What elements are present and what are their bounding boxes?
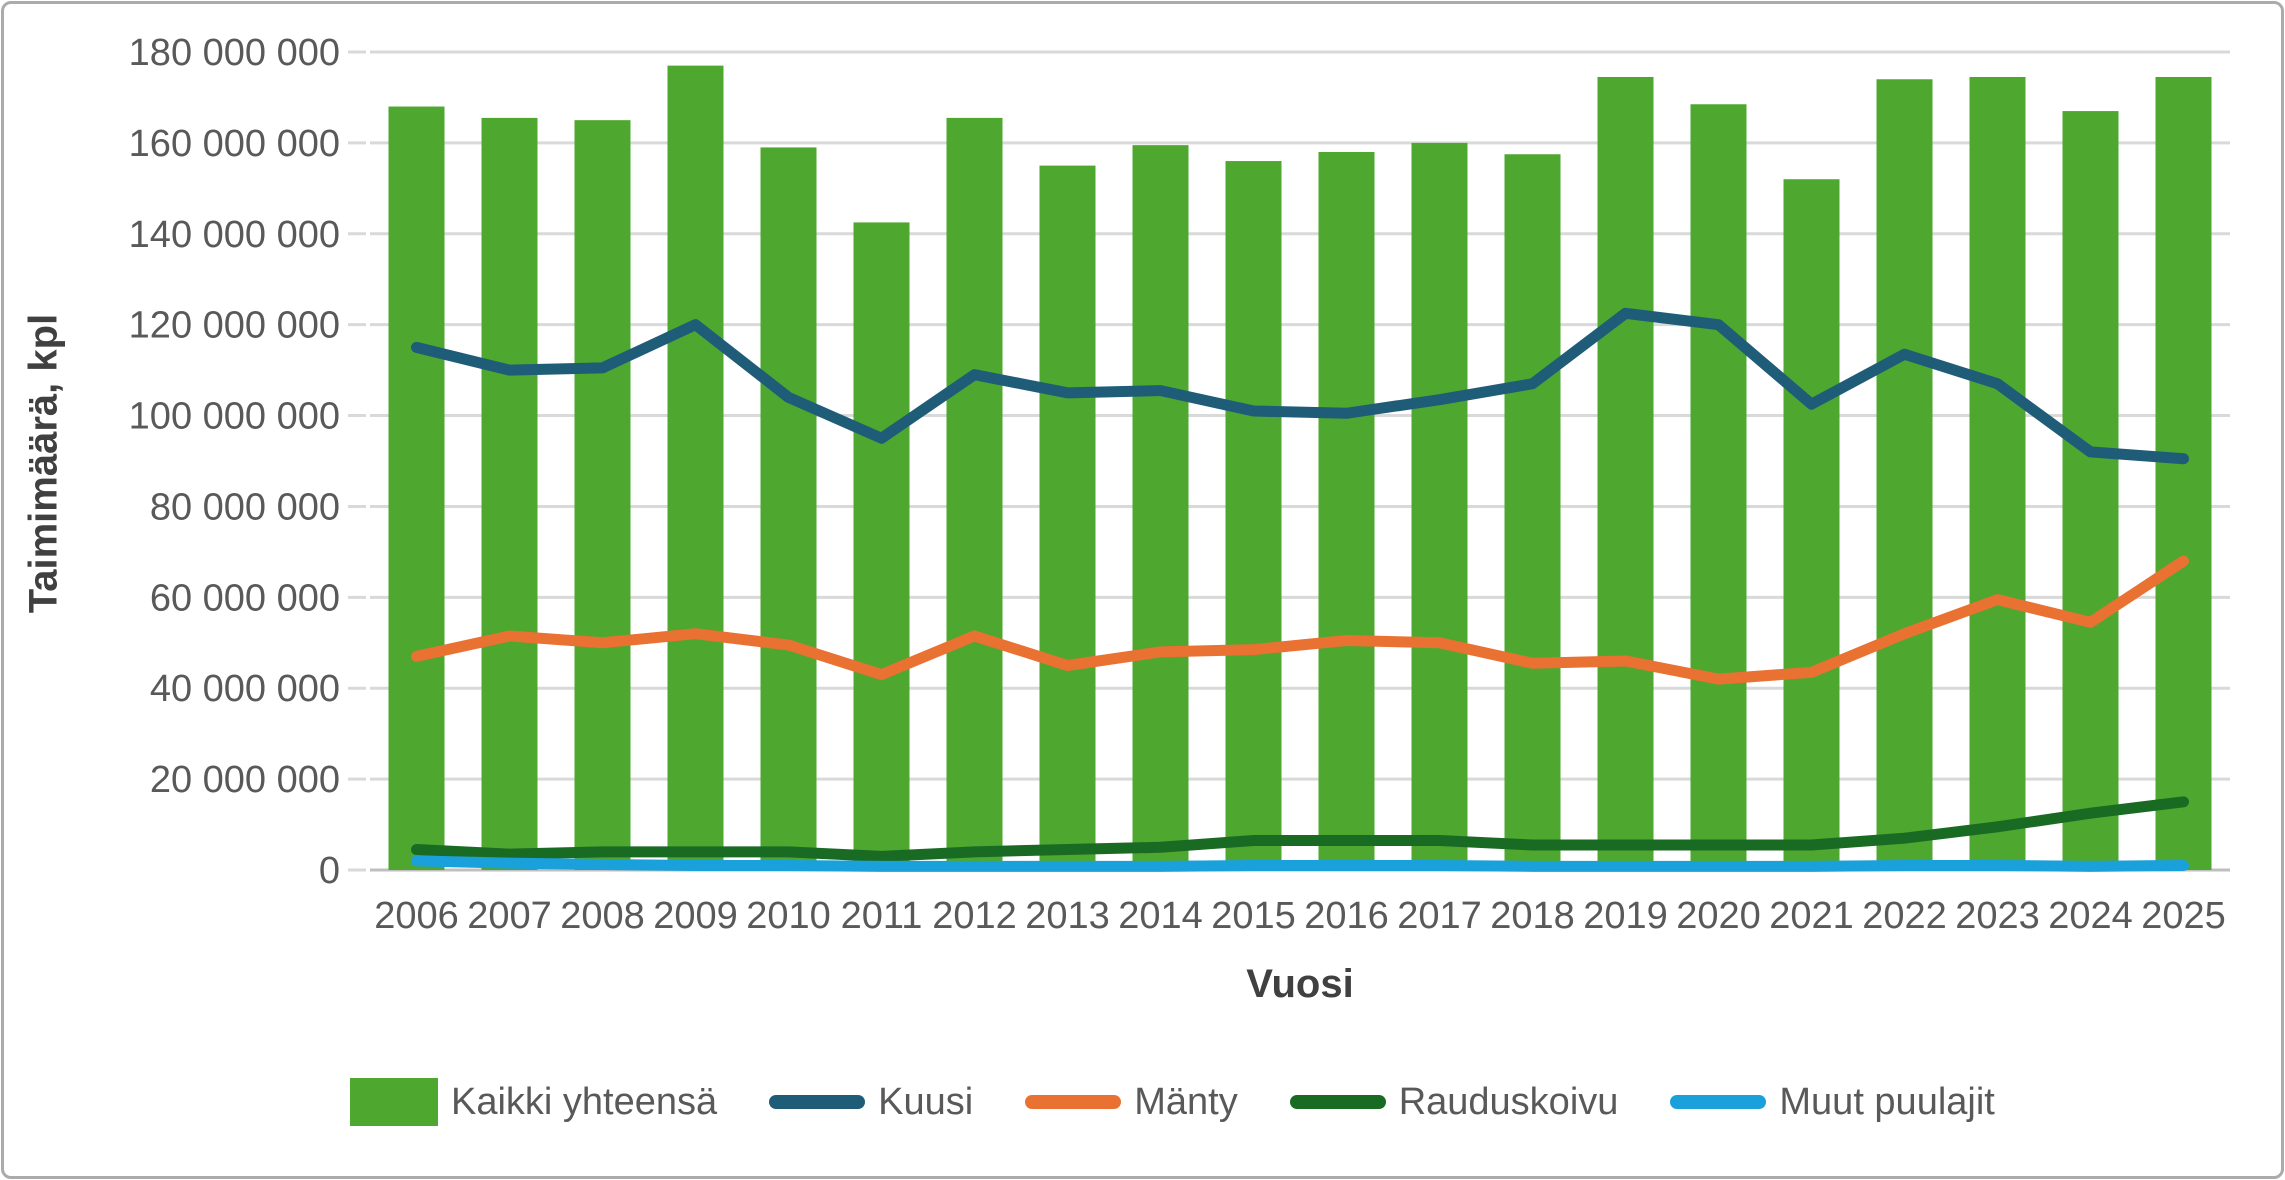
bar-2020	[1690, 104, 1747, 870]
y-tick-label: 60 000 000	[150, 577, 340, 619]
legend-item: Kaikki yhteensä	[350, 1078, 717, 1126]
bar-2013	[1039, 165, 1096, 871]
x-tick-label: 2010	[746, 895, 831, 937]
legend-swatch	[769, 1095, 866, 1109]
legend-label: Kuusi	[878, 1080, 974, 1123]
bar-2018	[1504, 154, 1561, 870]
legend-item: Rauduskoivu	[1289, 1080, 1619, 1124]
legend-swatch	[350, 1078, 438, 1126]
x-tick-label: 2012	[932, 895, 1017, 937]
x-tick-label: 2022	[1862, 895, 1947, 937]
bar-2009	[667, 65, 724, 871]
legend-item: Mänty	[1025, 1080, 1238, 1124]
y-axis-title: Taimimäärä, kpl	[21, 313, 66, 614]
y-tick-label: 0	[319, 850, 340, 892]
bar-2015	[1225, 161, 1282, 871]
x-tick-label: 2015	[1211, 895, 1296, 937]
x-tick-label: 2013	[1025, 895, 1110, 937]
bar-2024	[2062, 111, 2119, 871]
legend-swatch	[1289, 1095, 1386, 1109]
bar-2023	[1969, 76, 2026, 870]
x-tick-label: 2017	[1397, 895, 1482, 937]
bar-2016	[1318, 151, 1375, 870]
y-tick-label: 160 000 000	[129, 123, 340, 165]
x-tick-label: 2014	[1118, 895, 1203, 937]
line-series	[411, 796, 2189, 862]
bar-2012	[946, 117, 1003, 870]
line-series	[411, 307, 2189, 465]
bar-2008	[574, 120, 631, 870]
legend-swatch	[1025, 1095, 1122, 1109]
bar-2019	[1597, 76, 1654, 870]
bar-2022	[1876, 79, 1933, 871]
x-tick-label: 2006	[374, 895, 459, 937]
line-series	[411, 855, 2189, 872]
x-tick-label: 2016	[1304, 895, 1389, 937]
bar-2011	[853, 222, 910, 870]
line-series	[411, 555, 2189, 685]
legend-label: Muut puulajit	[1779, 1080, 1995, 1123]
y-tick-label: 100 000 000	[129, 396, 340, 438]
y-tick-label: 20 000 000	[150, 759, 340, 801]
legend: Kaikki yhteensä Kuusi Mänty Rauduskoivu Muut…	[350, 1078, 2265, 1126]
bar-2017	[1411, 142, 1468, 870]
legend-label: Mänty	[1134, 1080, 1238, 1123]
bar-2006	[388, 106, 445, 871]
x-tick-label: 2024	[2048, 895, 2133, 937]
y-tick-label: 80 000 000	[150, 486, 340, 528]
x-tick-label: 2023	[1955, 895, 2040, 937]
x-tick-label: 2009	[653, 895, 738, 937]
x-tick-label: 2025	[2141, 895, 2226, 937]
y-tick-label: 120 000 000	[129, 305, 340, 347]
x-tick-label: 2019	[1583, 895, 1668, 937]
y-tick-label: 140 000 000	[129, 214, 340, 256]
legend-swatch	[1670, 1095, 1767, 1109]
bar-2025	[2155, 76, 2212, 870]
bar-2010	[760, 147, 817, 870]
y-tick-label: 180 000 000	[129, 32, 340, 74]
x-tick-label: 2018	[1490, 895, 1575, 937]
bar-2021	[1783, 179, 1840, 870]
x-tick-label: 2011	[841, 895, 923, 937]
bar-2007	[481, 117, 538, 870]
x-tick-label: 2020	[1676, 895, 1761, 937]
legend-label: Rauduskoivu	[1398, 1080, 1619, 1123]
x-tick-label: 2008	[560, 895, 645, 937]
legend-item: Kuusi	[769, 1081, 973, 1124]
x-axis-title: Vuosi	[1246, 962, 1354, 1006]
x-tick-label: 2007	[467, 895, 552, 937]
legend-label: Kaikki yhteensä	[451, 1080, 718, 1123]
legend-item: Muut puulajit	[1670, 1080, 1995, 1124]
x-tick-label: 2021	[1769, 895, 1854, 937]
y-tick-label: 40 000 000	[150, 668, 340, 710]
bar-2014	[1132, 145, 1189, 870]
